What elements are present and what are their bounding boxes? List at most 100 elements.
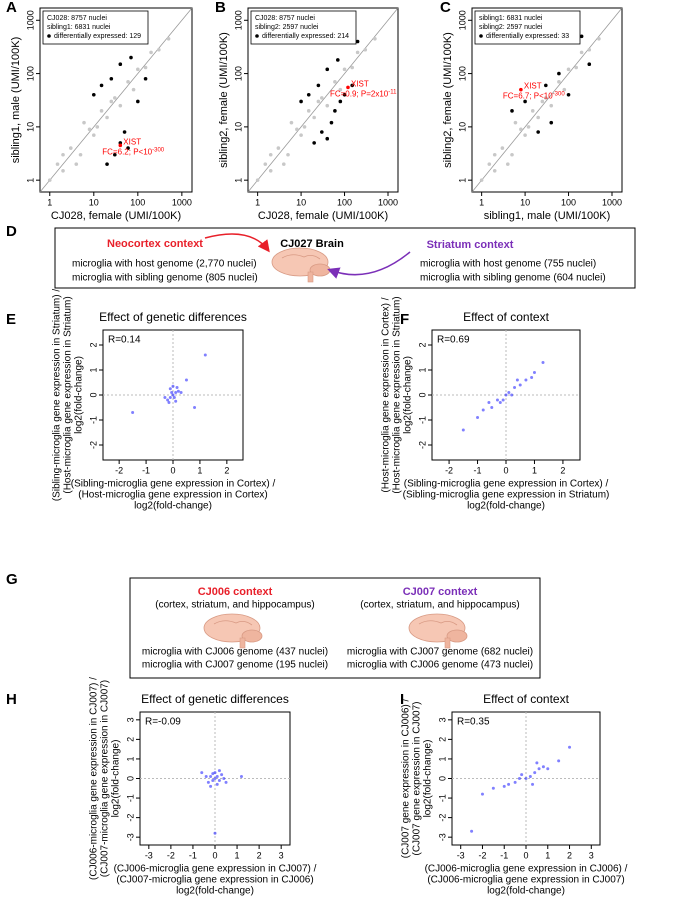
point	[526, 125, 531, 129]
point	[513, 386, 517, 389]
point	[510, 152, 514, 157]
point	[217, 778, 221, 782]
y-tick-label: 0	[437, 776, 447, 781]
point	[306, 109, 311, 113]
point	[562, 87, 567, 92]
y-tick-label: 1000	[25, 10, 35, 30]
point	[533, 771, 537, 775]
annotation-stats: FC=0.9; P=2x10-11	[330, 89, 397, 99]
point	[126, 146, 130, 150]
x-axis-label: log2(fold-change)	[134, 501, 212, 512]
point	[170, 391, 174, 394]
point	[220, 773, 224, 777]
point	[217, 769, 221, 773]
point	[579, 34, 584, 39]
stats-exponent: -300	[152, 147, 165, 153]
point	[222, 777, 226, 780]
x-tick-label: 1	[532, 465, 537, 475]
point	[519, 127, 523, 132]
x-tick-label: 3	[589, 850, 594, 860]
point	[99, 109, 104, 113]
point	[99, 83, 104, 88]
y-tick-label: -3	[125, 833, 135, 841]
point	[504, 393, 508, 397]
point	[491, 786, 495, 790]
y-tick-label: 0	[88, 392, 98, 397]
legend-swatch	[47, 34, 51, 38]
point	[174, 399, 178, 403]
point	[316, 83, 321, 88]
plot-frame	[247, 7, 399, 193]
brain-icon	[203, 613, 263, 649]
correlation-label: R=0.69	[437, 335, 470, 346]
point	[109, 76, 114, 81]
context-sub: (cortex, striatum, and hippocampus)	[360, 600, 520, 611]
point	[507, 782, 511, 786]
point	[55, 162, 60, 166]
legend-box	[250, 10, 357, 45]
point	[540, 99, 545, 104]
x-axis-label: sibling1, male (UMI/100K)	[484, 210, 611, 222]
point	[109, 99, 114, 104]
x-tick-label: 1	[47, 197, 52, 207]
x-axis-label: (CJ006-microglia gene expression in CJ00…	[114, 864, 317, 875]
x-tick-label: -1	[142, 465, 150, 475]
x-tick-label: 3	[279, 850, 284, 860]
point	[87, 127, 92, 132]
point	[209, 775, 213, 779]
point	[213, 777, 217, 780]
stats-text: FC=6.2; P<10	[102, 147, 152, 156]
x-tick-label: 100	[337, 197, 352, 207]
x-tick-label: 0	[503, 465, 508, 475]
point	[355, 39, 360, 44]
arrow	[327, 251, 411, 279]
panel-letter: I	[400, 691, 404, 708]
point	[549, 120, 554, 125]
legend-label: differentially expressed: 214	[262, 33, 349, 40]
point	[325, 67, 330, 72]
point	[325, 103, 330, 108]
point	[61, 152, 65, 157]
point	[350, 65, 354, 70]
stats-exponent: -11	[388, 89, 397, 95]
context-line: microglia with CJ007 genome (195 nuclei)	[142, 660, 328, 671]
point	[136, 67, 140, 72]
chart-title: Effect of genetic differences	[99, 310, 247, 324]
y-tick-label: 1	[25, 178, 35, 183]
point	[268, 152, 273, 157]
point	[338, 87, 343, 92]
point	[515, 378, 519, 382]
point	[481, 408, 485, 412]
chart-title: Effect of context	[483, 692, 569, 706]
point	[316, 99, 321, 104]
point	[175, 386, 179, 389]
point	[157, 47, 161, 52]
point	[209, 784, 213, 788]
context-line: microglia with sibling genome (604 nucle…	[420, 273, 606, 284]
brain-icon	[271, 247, 331, 283]
legend-note: CJ028: 8757 nuclei	[47, 15, 107, 22]
point	[597, 36, 601, 41]
point	[61, 168, 65, 173]
y-tick-label: 1	[437, 756, 447, 761]
legend-box	[474, 10, 581, 45]
legend-box	[42, 10, 149, 45]
point	[461, 428, 465, 432]
stats-text: FC=0.9; P=2x10	[330, 90, 389, 99]
point	[492, 152, 497, 157]
point	[373, 36, 377, 41]
y-tick-label: 100	[25, 66, 35, 81]
highlight-point	[519, 87, 523, 92]
point	[172, 396, 176, 399]
y-tick-label: 2	[125, 737, 135, 742]
point	[143, 76, 148, 81]
annotation-stats: FC=6.2; P<10-300	[102, 147, 164, 157]
x-tick-label: 1	[255, 197, 260, 207]
stats-exponent: -300	[553, 91, 566, 97]
point	[557, 759, 561, 763]
brain-label: CJ027 Brain	[280, 238, 344, 250]
point	[295, 127, 299, 132]
point	[574, 65, 578, 70]
point	[74, 162, 79, 166]
y-tick-label: 0	[125, 776, 135, 781]
